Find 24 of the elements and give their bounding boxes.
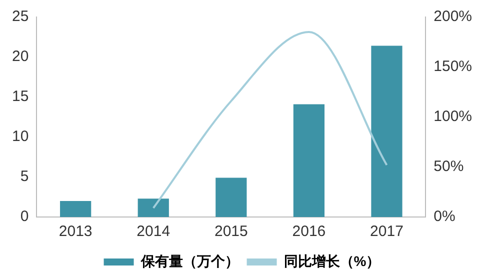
- bar: [216, 178, 247, 217]
- bar: [138, 198, 169, 217]
- x-tick-label: 2017: [370, 223, 404, 240]
- legend-label: 保有量（万个）: [140, 252, 239, 269]
- y-tick-label: 25: [12, 8, 29, 26]
- y2-tick-label: 50%: [434, 158, 464, 176]
- y2-tick-label: 150%: [434, 58, 472, 76]
- y-tick-label: 10: [12, 128, 29, 146]
- legend-label: 同比增长（%）: [284, 252, 380, 269]
- bar: [371, 46, 402, 217]
- y-tick-label: 5: [20, 168, 29, 186]
- bar: [60, 201, 92, 217]
- x-tick-label: 2015: [214, 223, 248, 240]
- y2-tick-label: 200%: [434, 8, 472, 26]
- x-tick-label: 2014: [136, 223, 170, 240]
- y-tick-label: 20: [12, 48, 29, 66]
- y2-tick-label: 100%: [434, 108, 472, 126]
- y2-tick-label: 0%: [434, 208, 456, 226]
- y-tick-label: 0: [20, 208, 29, 226]
- y-tick-label: 15: [12, 88, 29, 106]
- bar: [293, 104, 325, 217]
- x-tick-label: 2013: [58, 223, 92, 240]
- line-series: [152, 31, 388, 209]
- x-tick-label: 2016: [292, 223, 326, 240]
